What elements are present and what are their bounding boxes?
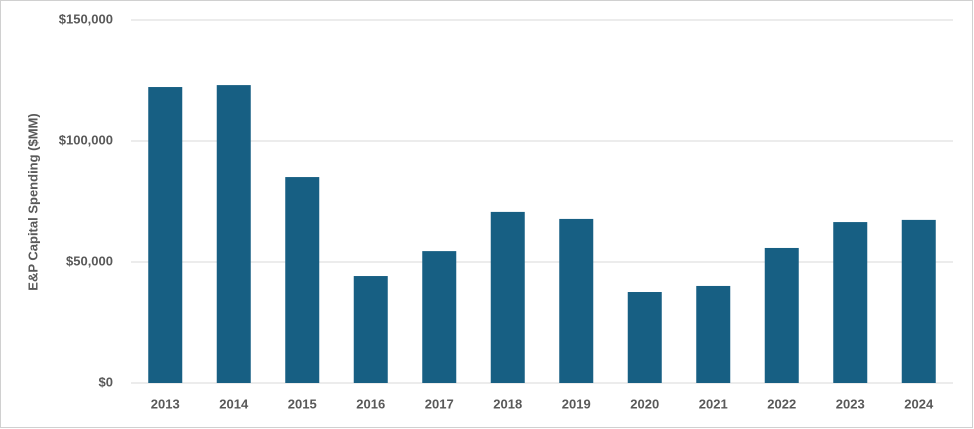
- bar: [285, 177, 320, 383]
- y-tick-label: $150,000: [59, 11, 113, 26]
- y-tick-label: $0: [99, 374, 113, 389]
- bar: [627, 292, 662, 383]
- y-tick-label: $100,000: [59, 132, 113, 147]
- x-tick-label: 2016: [356, 396, 385, 411]
- bar: [559, 218, 594, 383]
- bar: [696, 285, 731, 383]
- x-tick-label: 2023: [836, 396, 865, 411]
- bar: [901, 219, 936, 383]
- x-tick-label: 2017: [425, 396, 454, 411]
- bar: [833, 222, 868, 383]
- x-tick-label: 2019: [562, 396, 591, 411]
- x-tick-label: 2022: [767, 396, 796, 411]
- x-tick-label: 2020: [630, 396, 659, 411]
- x-tick-label: 2021: [699, 396, 728, 411]
- x-tick-label: 2013: [151, 396, 180, 411]
- x-tick-label: 2024: [904, 396, 934, 411]
- bar: [216, 85, 251, 384]
- bar: [764, 247, 799, 383]
- x-tick-label: 2018: [493, 396, 522, 411]
- y-tick-label: $50,000: [66, 253, 113, 268]
- bar: [148, 87, 183, 383]
- x-tick-label: 2015: [288, 396, 317, 411]
- bar: [353, 276, 388, 383]
- bar: [422, 251, 457, 383]
- y-axis-label: E&P Capital Spending ($MM): [25, 113, 40, 290]
- bar: [490, 211, 525, 383]
- x-tick-label: 2014: [219, 396, 249, 411]
